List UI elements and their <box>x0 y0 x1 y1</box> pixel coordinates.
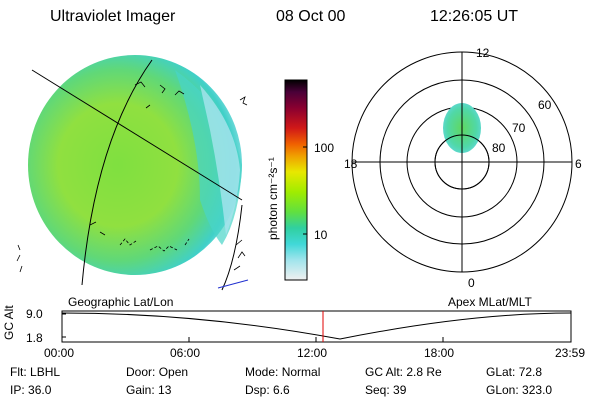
polar-mlt-12: 12 <box>476 46 490 60</box>
status-glon: GLon: 323.0 <box>486 383 553 397</box>
status-door: Door: Open <box>126 365 189 379</box>
timeline-plot <box>61 310 572 343</box>
colorbar-label: photon cm⁻²s⁻¹ <box>266 157 280 240</box>
timeline-xtick-2: 12:00 <box>297 346 328 360</box>
polar-plot <box>351 51 573 273</box>
status-seq: Seq: 39 <box>365 383 407 397</box>
polar-lat-80: 80 <box>492 141 506 155</box>
polar-mlt-18: 18 <box>344 157 358 171</box>
timeline-xtick-3: 18:00 <box>424 346 455 360</box>
left-map-label: Geographic Lat/Lon <box>68 295 174 309</box>
status-gc-alt: GC Alt: 2.8 Re <box>365 365 442 379</box>
colorbar-tick-100: 100 <box>314 141 335 155</box>
polar-label: Apex MLat/MLT <box>448 295 532 309</box>
timeline-ytick-bottom: 1.8 <box>26 331 43 345</box>
status-filter: Flt: LBHL <box>10 365 61 379</box>
status-ip: IP: 36.0 <box>10 383 52 397</box>
polar-mlt-0: 0 <box>468 276 475 290</box>
polar-lat-70: 70 <box>512 121 526 135</box>
earth-image <box>16 55 249 291</box>
colorbar-tick-10: 10 <box>314 228 328 242</box>
timeline-ytick-top: 9.0 <box>26 307 43 321</box>
status-dsp: Dsp: 6.6 <box>245 383 290 397</box>
color-bar <box>284 79 308 281</box>
status-glat: GLat: 72.8 <box>486 365 543 379</box>
status-gain: Gain: 13 <box>126 383 172 397</box>
timeline-xtick-1: 06:00 <box>170 346 201 360</box>
image-date: 08 Oct 00 <box>276 8 346 25</box>
instrument-title: Ultraviolet Imager <box>50 8 176 25</box>
polar-lat-60: 60 <box>538 98 552 112</box>
timeline-xtick-0: 00:00 <box>44 346 75 360</box>
polar-mlt-6: 6 <box>575 157 582 171</box>
timeline-xtick-4: 23:59 <box>555 346 586 360</box>
status-mode: Mode: Normal <box>245 365 321 379</box>
image-time: 12:26:05 UT <box>430 8 519 25</box>
timeline-ylabel: GC Alt <box>2 305 16 340</box>
